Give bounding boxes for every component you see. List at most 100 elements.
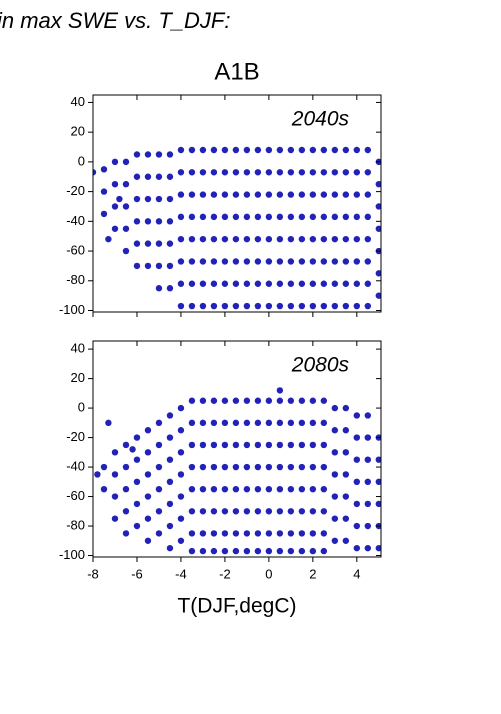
point [232,419,240,427]
point [287,508,295,515]
point [155,508,163,515]
point [221,530,229,537]
point [320,441,328,449]
point [177,302,185,310]
plot-frame [92,94,382,313]
point [111,158,119,166]
point [309,258,317,265]
point [221,508,229,515]
point [122,247,130,255]
point [353,169,361,176]
point [342,146,350,154]
point [105,419,112,427]
point [133,195,141,203]
point [276,419,284,427]
annotation: 2040s [291,108,350,131]
point [166,544,174,552]
point [353,146,361,154]
point [116,195,123,203]
point [144,537,152,544]
point [309,441,317,449]
point [210,191,218,198]
point [232,258,240,265]
point [375,225,381,232]
point [309,419,317,427]
point [287,485,295,493]
point [265,419,273,427]
point [232,463,240,471]
point [177,471,185,478]
point [265,530,273,537]
point [375,292,381,299]
y-tick-label: -40 [66,213,85,228]
point [166,500,174,508]
point [331,449,339,456]
point [133,262,141,270]
point [331,302,339,310]
point [133,478,141,486]
point [276,235,284,243]
point [276,397,284,404]
point [331,146,339,154]
point [199,530,207,537]
point [331,427,339,434]
point [254,419,262,427]
point [232,397,240,404]
y-tick-label: -60 [66,488,85,503]
point [144,218,152,225]
point [309,169,317,176]
point [265,485,273,493]
point [199,419,207,427]
point [254,213,262,221]
point [364,169,372,176]
point [353,522,361,530]
point [210,302,218,310]
point [93,169,97,176]
point [122,225,130,232]
point [287,146,295,154]
point [155,151,163,158]
point [177,191,185,198]
point [254,397,262,404]
y-tick-label: 20 [71,370,85,385]
point [166,478,174,486]
point [155,173,163,180]
point [155,195,163,203]
point [342,515,350,522]
point [122,508,130,515]
points [93,146,381,310]
point [166,456,174,463]
point [177,280,185,287]
point [287,235,295,243]
point [232,508,240,515]
point [342,280,350,287]
point [188,191,196,198]
point [364,434,372,441]
point [144,471,152,478]
point [287,191,295,198]
point [100,166,108,173]
point [353,478,361,486]
point [254,191,262,198]
point [199,258,207,265]
y-tick-label: -100 [59,302,85,317]
point [287,169,295,176]
point [100,188,108,195]
point [232,485,240,493]
point [265,463,273,471]
point [100,463,108,471]
point [375,456,381,463]
point [375,478,381,486]
point [287,463,295,471]
point [166,218,174,225]
point [320,485,328,493]
point [342,537,350,544]
point [353,544,361,552]
point [298,213,306,221]
point [177,146,185,154]
point [320,280,328,287]
point [188,280,196,287]
point [320,235,328,243]
point [188,302,196,310]
